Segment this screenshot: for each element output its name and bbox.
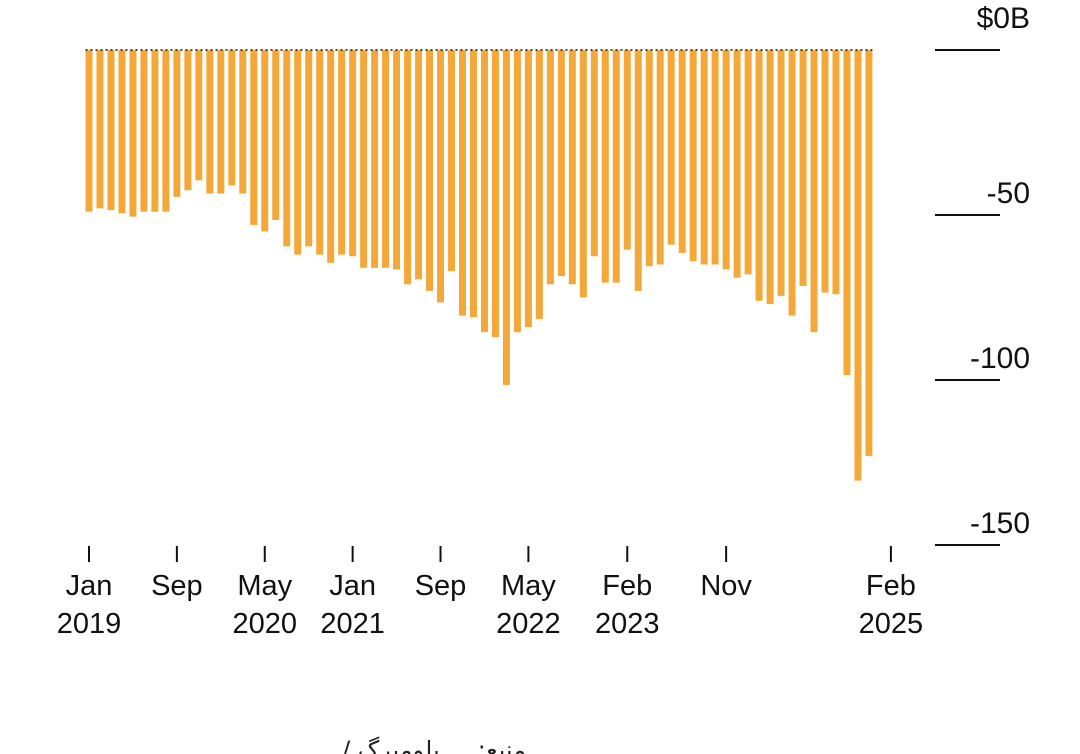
bars-group [85,50,873,481]
bar [283,50,291,247]
bar [755,50,763,301]
bar [568,50,576,285]
bar [294,50,302,255]
bar [722,50,730,270]
bar [316,50,324,255]
bar [448,50,455,272]
bar [162,50,170,212]
x-tick-label-year: 2019 [57,608,122,640]
bar [228,50,236,186]
x-tick-label-month: Feb [602,570,652,602]
bar [667,50,675,245]
bar [349,50,357,257]
x-axis-ticks: Jan 2019 Sep May 2020 Jan 2021 Sep May 2022 Feb 202… [57,546,923,640]
bar [480,50,488,333]
x-tick-label-month: Sep [151,570,203,602]
bar [96,50,104,209]
bar [535,50,543,319]
y-gridlines [935,49,1000,546]
x-tick-label-year: 2020 [233,608,298,640]
bar [360,50,368,268]
bar [634,50,642,291]
x-tick-label-year: 2022 [496,608,561,640]
y-tick-label: $0B [977,2,1030,35]
bar [524,50,532,328]
bar [415,50,423,280]
bar [832,50,840,295]
bar [426,50,434,291]
x-tick-label-year: 2025 [859,608,924,640]
bar [843,50,851,376]
bar [744,50,752,275]
bar [239,50,247,194]
bar [140,50,148,212]
bar [854,50,862,481]
y-tick-label: -50 [987,177,1030,210]
bar [261,50,269,232]
bar [250,50,258,225]
bar [107,50,115,211]
bar [601,50,609,283]
bar [623,50,631,250]
bar [327,50,335,263]
bar [612,50,620,283]
bar [338,50,346,255]
bar [810,50,818,333]
bar [777,50,785,296]
x-tick-label-month: Jan [329,570,376,602]
bar [129,50,137,217]
bar [711,50,719,265]
x-tick-label-month: Sep [415,570,467,602]
bar [458,50,466,316]
bar [217,50,225,194]
bar [821,50,829,293]
bar [733,50,741,278]
x-tick-label-month: Feb [866,570,916,602]
bar [766,50,774,305]
x-tick-label-month: Nov [700,570,752,602]
x-tick-label-month: May [237,570,292,602]
bar [557,50,565,277]
bar [206,50,214,194]
bar [546,50,554,285]
bar [184,50,192,191]
bar [678,50,686,253]
bar [700,50,708,265]
bar [689,50,697,262]
x-tick-label-year: 2023 [595,608,660,640]
bar [305,50,313,247]
bar [579,50,587,298]
bar [393,50,401,270]
bar [85,50,93,212]
bar [502,50,510,385]
bar [656,50,664,265]
bar [590,50,598,257]
bar [371,50,379,268]
bar [799,50,807,286]
bar [513,50,521,333]
bar [404,50,412,285]
bar [195,50,203,181]
bar [469,50,477,318]
y-tick-label: -150 [970,507,1030,540]
bar [645,50,653,267]
bar [151,50,159,212]
bar [118,50,126,214]
y-tick-label: -100 [970,342,1030,375]
bar [491,50,499,338]
bar [272,50,280,220]
bar [865,50,873,456]
bar [437,50,445,303]
source-note: منبع: ... بلومبرگ / ... [311,736,526,754]
x-tick-label-month: Jan [66,570,113,602]
bar [788,50,796,316]
bar [382,50,390,268]
bar [173,50,181,197]
y-axis-labels: $0B -50 -100 -150 [970,2,1030,540]
x-tick-label-year: 2021 [320,608,385,640]
x-tick-label-month: May [501,570,556,602]
